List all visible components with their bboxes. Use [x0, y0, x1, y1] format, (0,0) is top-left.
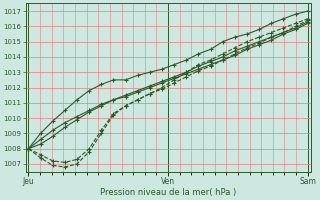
X-axis label: Pression niveau de la mer( hPa ): Pression niveau de la mer( hPa ) — [100, 188, 236, 197]
